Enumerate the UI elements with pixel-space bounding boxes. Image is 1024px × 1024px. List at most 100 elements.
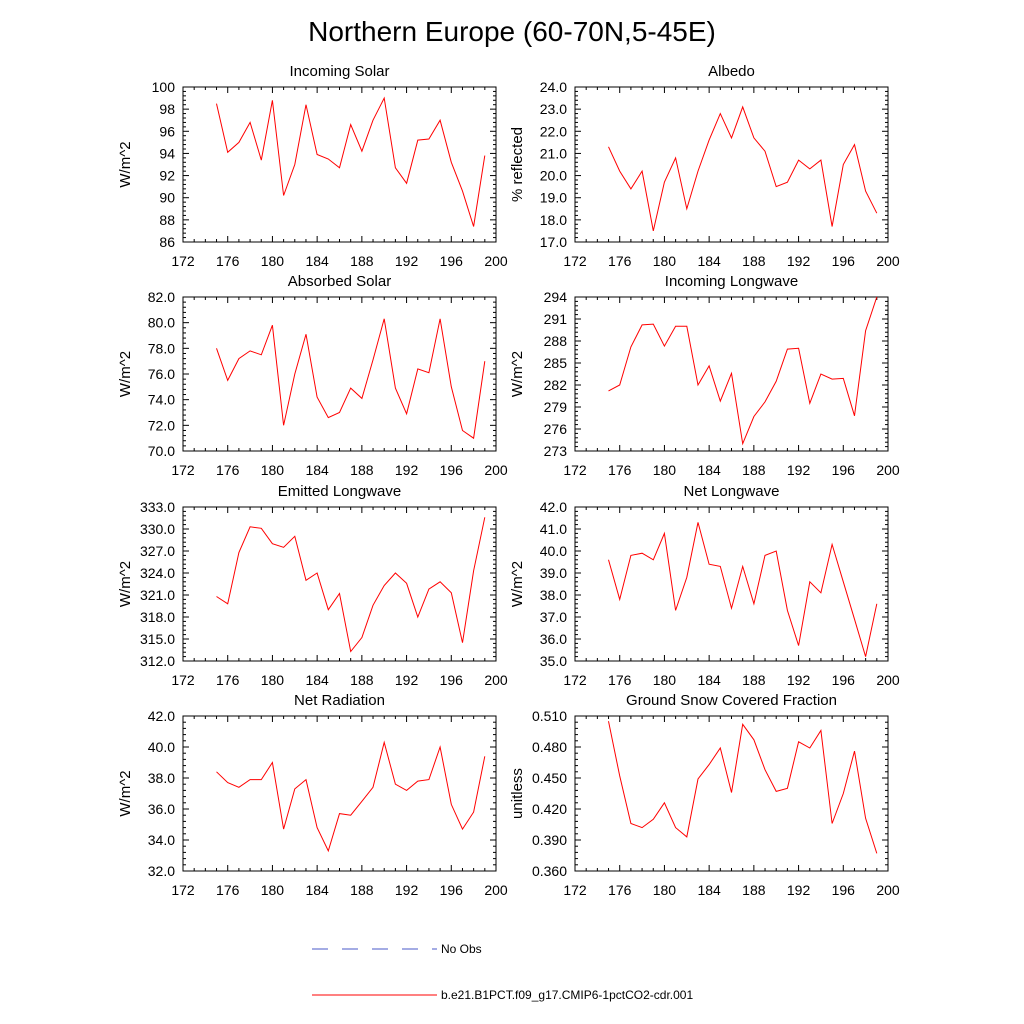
panel-5: 172 176 180 184 188 192 196 200 312.0 315.0 318.0 3… [117, 483, 508, 688]
x-tick-label: 180 [261, 253, 285, 269]
x-tick-label: 188 [742, 253, 766, 269]
x-tick-label: 184 [697, 253, 721, 269]
x-tick-label: 176 [216, 253, 240, 269]
x-tick-label: 196 [440, 253, 464, 269]
panels: 172 176 180 184 188 192 196 200 86 88 90 92 94 96 98 10… [117, 63, 900, 898]
x-tick-label: 184 [697, 462, 721, 478]
y-tick-label: 312.0 [140, 653, 175, 669]
main-title: Northern Europe (60-70N,5-45E) [308, 16, 716, 47]
x-tick-label: 192 [787, 672, 811, 688]
y-tick-label: 273 [544, 443, 568, 459]
x-tick-label: 200 [876, 672, 900, 688]
legend-obs-label: No Obs [441, 942, 482, 956]
y-tick-label: 36.0 [540, 631, 567, 647]
legend-model-label: b.e21.B1PCT.f09_g17.CMIP6-1pctCO2-cdr.00… [441, 988, 693, 1002]
x-tick-label: 200 [484, 672, 508, 688]
panel-title: Ground Snow Covered Fraction [626, 692, 837, 709]
y-axis-label: W/m^2 [509, 351, 526, 397]
x-tick-label: 192 [395, 253, 419, 269]
panel-title: Emitted Longwave [278, 483, 401, 500]
y-tick-label: 98 [159, 101, 175, 117]
x-tick-label: 196 [440, 672, 464, 688]
x-tick-label: 180 [261, 462, 285, 478]
y-tick-label: 78.0 [148, 340, 175, 356]
y-tick-label: 330.0 [140, 521, 175, 537]
x-tick-label: 180 [261, 882, 285, 898]
x-tick-label: 192 [787, 253, 811, 269]
x-tick-label: 192 [395, 672, 419, 688]
y-tick-label: 35.0 [540, 653, 567, 669]
x-tick-label: 196 [832, 462, 856, 478]
y-tick-label: 0.480 [532, 739, 567, 755]
y-tick-label: 90 [159, 190, 175, 206]
panel-3: 172 176 180 184 188 192 196 200 70.0 72.0 74.0 76.0… [117, 273, 508, 478]
legend: No Obs b.e21.B1PCT.f09_g17.CMIP6-1pctCO2… [312, 942, 693, 1002]
x-tick-label: 196 [832, 253, 856, 269]
y-tick-label: 19.0 [540, 190, 567, 206]
x-tick-label: 188 [350, 462, 374, 478]
y-tick-label: 82.0 [148, 289, 175, 305]
x-tick-label: 176 [216, 672, 240, 688]
x-tick-label: 184 [305, 462, 329, 478]
y-tick-label: 276 [544, 421, 568, 437]
y-tick-label: 327.0 [140, 543, 175, 559]
y-tick-label: 23.0 [540, 101, 567, 117]
x-tick-label: 180 [653, 672, 677, 688]
y-tick-label: 74.0 [148, 392, 175, 408]
y-tick-label: 0.450 [532, 770, 567, 786]
x-tick-label: 188 [350, 253, 374, 269]
y-tick-label: 38.0 [540, 587, 567, 603]
panel-4: 172 176 180 184 188 192 196 200 273 276 279 282 285 2… [509, 273, 900, 478]
x-tick-label: 172 [563, 882, 587, 898]
panel-title: Albedo [708, 63, 755, 80]
x-tick-label: 196 [832, 882, 856, 898]
y-tick-label: 17.0 [540, 234, 567, 250]
x-tick-label: 176 [608, 882, 632, 898]
x-tick-label: 184 [305, 672, 329, 688]
x-tick-label: 184 [305, 253, 329, 269]
x-tick-label: 188 [742, 672, 766, 688]
y-tick-label: 294 [544, 289, 568, 305]
x-tick-label: 172 [563, 253, 587, 269]
y-tick-label: 92 [159, 168, 175, 184]
y-tick-label: 32.0 [148, 863, 175, 879]
x-tick-label: 200 [876, 882, 900, 898]
x-tick-label: 172 [171, 882, 195, 898]
y-tick-label: 38.0 [148, 770, 175, 786]
y-axis-label: % reflected [509, 127, 526, 202]
x-tick-label: 180 [653, 462, 677, 478]
y-tick-label: 0.510 [532, 708, 567, 724]
y-tick-label: 0.360 [532, 863, 567, 879]
x-tick-label: 176 [608, 672, 632, 688]
x-tick-label: 200 [876, 462, 900, 478]
x-tick-label: 188 [742, 462, 766, 478]
x-tick-label: 172 [171, 462, 195, 478]
x-tick-label: 172 [171, 253, 195, 269]
plot-frame [182, 86, 497, 243]
y-tick-label: 315.0 [140, 631, 175, 647]
y-tick-label: 282 [544, 377, 568, 393]
y-tick-label: 285 [544, 355, 568, 371]
y-tick-label: 72.0 [148, 417, 175, 433]
y-tick-label: 96 [159, 123, 175, 139]
x-tick-label: 192 [787, 462, 811, 478]
x-tick-label: 176 [608, 253, 632, 269]
x-tick-label: 188 [350, 882, 374, 898]
y-tick-label: 94 [159, 145, 175, 161]
y-tick-label: 318.0 [140, 609, 175, 625]
y-tick-label: 88 [159, 212, 175, 228]
series-line [216, 740, 486, 853]
x-tick-label: 192 [395, 462, 419, 478]
plot-frame [574, 86, 889, 243]
panel-1: 172 176 180 184 188 192 196 200 86 88 90 92 94 96 98 10… [117, 63, 508, 269]
y-tick-label: 18.0 [540, 212, 567, 228]
series-line [608, 105, 878, 232]
x-tick-label: 180 [653, 882, 677, 898]
x-tick-label: 196 [440, 882, 464, 898]
x-tick-label: 200 [876, 253, 900, 269]
y-axis-label: W/m^2 [117, 351, 134, 397]
y-tick-label: 70.0 [148, 443, 175, 459]
panel-2: 172 176 180 184 188 192 196 200 17.0 18.0 19.0 20.0… [509, 63, 900, 269]
y-tick-label: 324.0 [140, 565, 175, 581]
panel-title: Incoming Longwave [665, 273, 798, 290]
